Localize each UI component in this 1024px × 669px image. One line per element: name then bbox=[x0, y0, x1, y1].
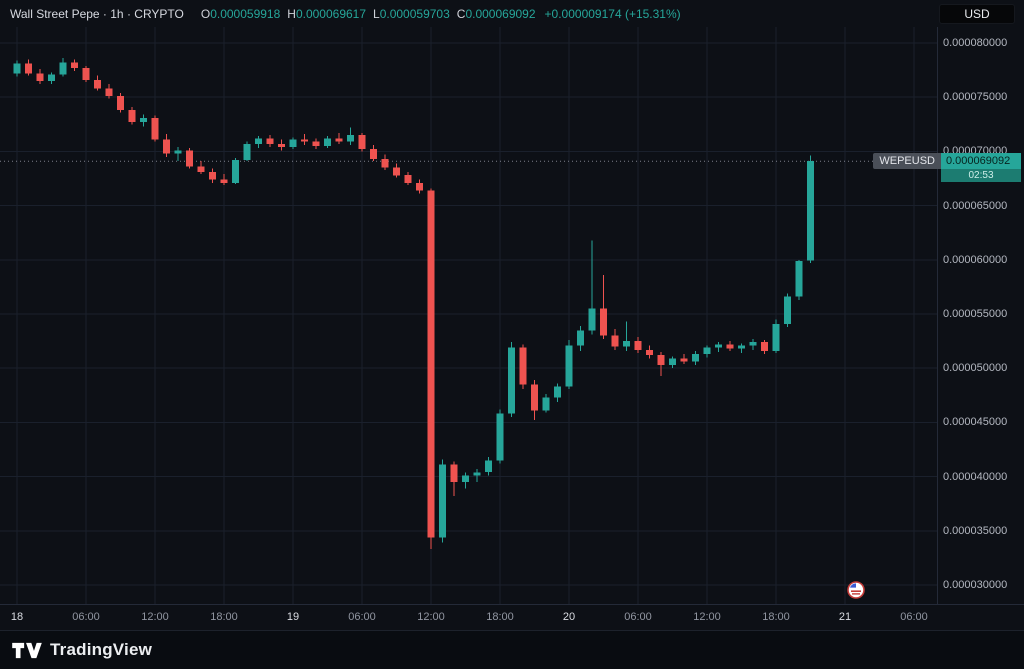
tradingview-logo[interactable]: TradingView bbox=[12, 640, 152, 661]
current-price-label: WEPEUSD 0.000069092 02:53 bbox=[873, 153, 1021, 183]
time-tick-label: 12:00 bbox=[693, 611, 721, 623]
open-value: 0.000059918 bbox=[210, 6, 281, 21]
time-tick-label: 06:00 bbox=[900, 611, 928, 623]
tradingview-mark-icon bbox=[12, 642, 42, 658]
low-value: 0.000059703 bbox=[379, 6, 450, 21]
time-tick-label: 06:00 bbox=[624, 611, 652, 623]
price-axis[interactable]: 0.000080000 0.000075000 0.000070000 0.00006… bbox=[937, 27, 1024, 604]
close-label: C bbox=[456, 6, 466, 21]
time-tick-day-label: 18 bbox=[10, 611, 24, 623]
symbol-logo-icon bbox=[847, 581, 865, 599]
time-tick-day-label: 19 bbox=[286, 611, 300, 623]
chart-header: Wall Street Pepe · 1h · CRYPTO O 0.00005… bbox=[0, 0, 1024, 27]
ohlc-readout: O 0.000059918 H 0.000069617 L 0.00005970… bbox=[194, 7, 536, 21]
price-label-value: 0.000069092 bbox=[941, 153, 1021, 170]
price-tick-label: 0.000055000 bbox=[943, 308, 1008, 320]
price-tick-label: 0.000035000 bbox=[943, 524, 1008, 537]
close-value: 0.000069092 bbox=[465, 6, 536, 21]
price-tick-label: 0.000060000 bbox=[943, 253, 1008, 266]
price-label-countdown: 02:53 bbox=[941, 169, 1021, 183]
price-tick-label: 0.000080000 bbox=[943, 37, 1008, 49]
grid-layer bbox=[0, 27, 937, 604]
candles-layer bbox=[13, 58, 814, 550]
price-tick-label: 0.000050000 bbox=[943, 362, 1008, 375]
time-tick-label: 06:00 bbox=[72, 611, 100, 623]
currency-button[interactable]: USD bbox=[939, 3, 1015, 24]
time-axis[interactable]: 18 06:00 12:00 18:00 19 06:00 12:00 18:00 20 06:0… bbox=[0, 604, 1024, 630]
chart-legend: Wall Street Pepe · 1h · CRYPTO O 0.00005… bbox=[10, 7, 681, 21]
high-value: 0.000069617 bbox=[295, 6, 367, 21]
time-tick-label: 18:00 bbox=[486, 611, 514, 623]
high-label: H bbox=[287, 6, 296, 21]
time-tick-label: 12:00 bbox=[417, 611, 445, 623]
time-tick-label: 06:00 bbox=[348, 611, 376, 623]
price-tick-label: 0.000030000 bbox=[943, 579, 1008, 591]
chart-main-area: 0.000080000 0.000075000 0.000070000 0.00006… bbox=[0, 27, 1024, 630]
time-tick-day-label: 21 bbox=[838, 611, 852, 623]
low-label: L bbox=[373, 6, 380, 21]
time-tick-day-label: 20 bbox=[562, 611, 576, 623]
price-tick-label: 0.000065000 bbox=[943, 199, 1008, 212]
price-tick-label: 0.000075000 bbox=[943, 91, 1008, 104]
symbol-title[interactable]: Wall Street Pepe · 1h · CRYPTO bbox=[10, 6, 184, 21]
price-label-symbol: WEPEUSD bbox=[873, 153, 941, 170]
tradingview-wordmark: TradingView bbox=[50, 640, 153, 659]
time-tick-label: 18:00 bbox=[762, 611, 790, 623]
footer: TradingView bbox=[0, 630, 1024, 669]
price-tick-label: 0.000040000 bbox=[943, 470, 1008, 483]
price-change: +0.000009174 (+15.31%) bbox=[544, 6, 681, 21]
symbol-logo bbox=[847, 581, 865, 599]
open-label: O bbox=[200, 6, 211, 21]
candlestick-plot[interactable] bbox=[0, 27, 937, 604]
time-tick-label: 18:00 bbox=[210, 611, 238, 623]
price-tick-label: 0.000045000 bbox=[943, 416, 1008, 429]
time-tick-label: 12:00 bbox=[141, 611, 169, 623]
